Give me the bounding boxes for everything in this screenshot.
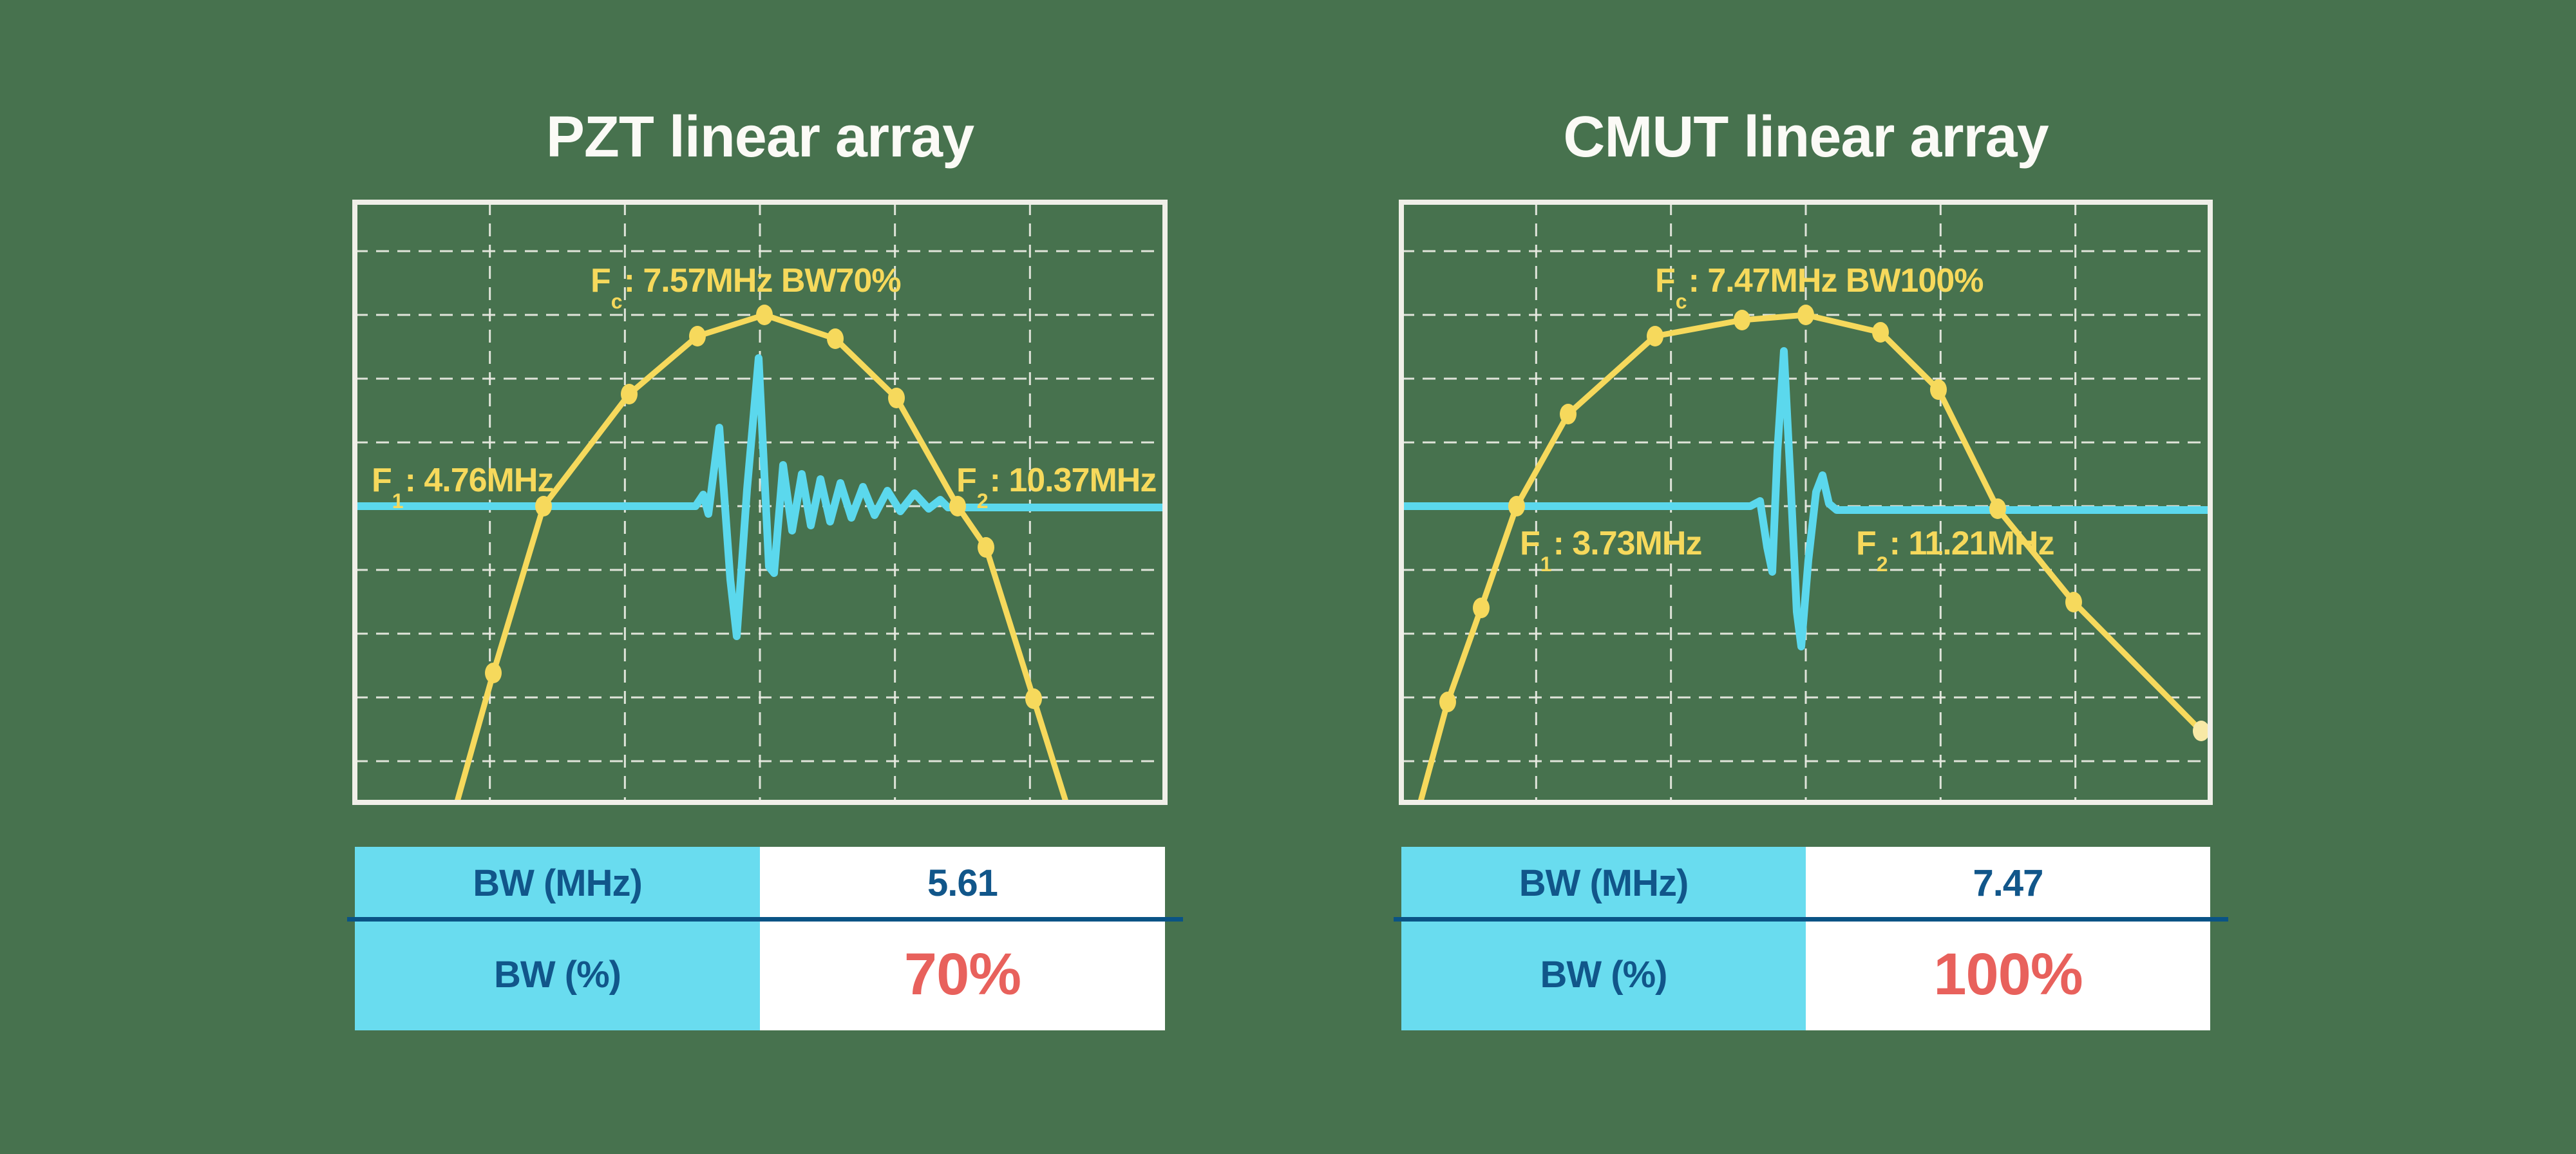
f1-prefix: F: [1520, 525, 1540, 562]
pzt-f2-annotation: F2: 10.37MHz: [956, 462, 1157, 511]
f1-subscript: 1: [1540, 553, 1552, 576]
f2-prefix: F: [1856, 525, 1877, 562]
pzt-fc-annotation: Fc: 7.57MHz BW70%: [591, 262, 902, 312]
cmut-bw-table: BW (MHz) 7.47 BW (%) 100%: [1401, 847, 2210, 1030]
bw-pct-label: BW (%): [1401, 919, 1806, 1030]
pzt-table-row-divider: [347, 917, 1183, 922]
fc-value-text: : 7.47MHz BW100%: [1688, 262, 1984, 299]
pzt-bw-table: BW (MHz) 5.61 BW (%) 70%: [355, 847, 1165, 1030]
f2-subscript: 2: [976, 489, 989, 513]
bw-mhz-value: 5.61: [760, 847, 1165, 919]
fc-prefix: F: [1655, 262, 1676, 299]
bw-mhz-value: 7.47: [1806, 847, 2210, 919]
f2-value-text: : 10.37MHz: [989, 462, 1157, 499]
fc-prefix: F: [591, 262, 611, 299]
pzt-chart-title: PZT linear array: [545, 105, 974, 169]
f2-prefix: F: [956, 462, 977, 499]
f1-value-text: : 3.73MHz: [1553, 525, 1703, 562]
cmut-fc-annotation: Fc: 7.47MHz BW100%: [1655, 262, 1984, 312]
fc-subscript: c: [611, 290, 623, 314]
bw-mhz-label: BW (MHz): [1401, 847, 1806, 919]
f1-prefix: F: [372, 462, 392, 499]
f2-value-text: : 11.21MHz: [1889, 525, 2055, 562]
fc-value-text: : 7.57MHz BW70%: [623, 262, 902, 299]
f2-subscript: 2: [1876, 553, 1888, 576]
cmut-chart-title: CMUT linear array: [1563, 105, 2049, 169]
bw-mhz-label: BW (MHz): [355, 847, 760, 919]
cmut-table-row-divider: [1394, 917, 2228, 922]
bw-pct-value: 70%: [760, 919, 1165, 1030]
pzt-f1-annotation: F1: 4.76MHz: [372, 462, 554, 511]
f1-subscript: 1: [392, 489, 404, 513]
cmut-f2-annotation: F2: 11.21MHz: [1856, 525, 2055, 574]
f1-value-text: : 4.76MHz: [404, 462, 554, 499]
bw-pct-label: BW (%): [355, 919, 760, 1030]
fc-subscript: c: [1675, 290, 1687, 314]
cmut-f1-annotation: F1: 3.73MHz: [1520, 525, 1703, 574]
bw-pct-value: 100%: [1806, 919, 2210, 1030]
